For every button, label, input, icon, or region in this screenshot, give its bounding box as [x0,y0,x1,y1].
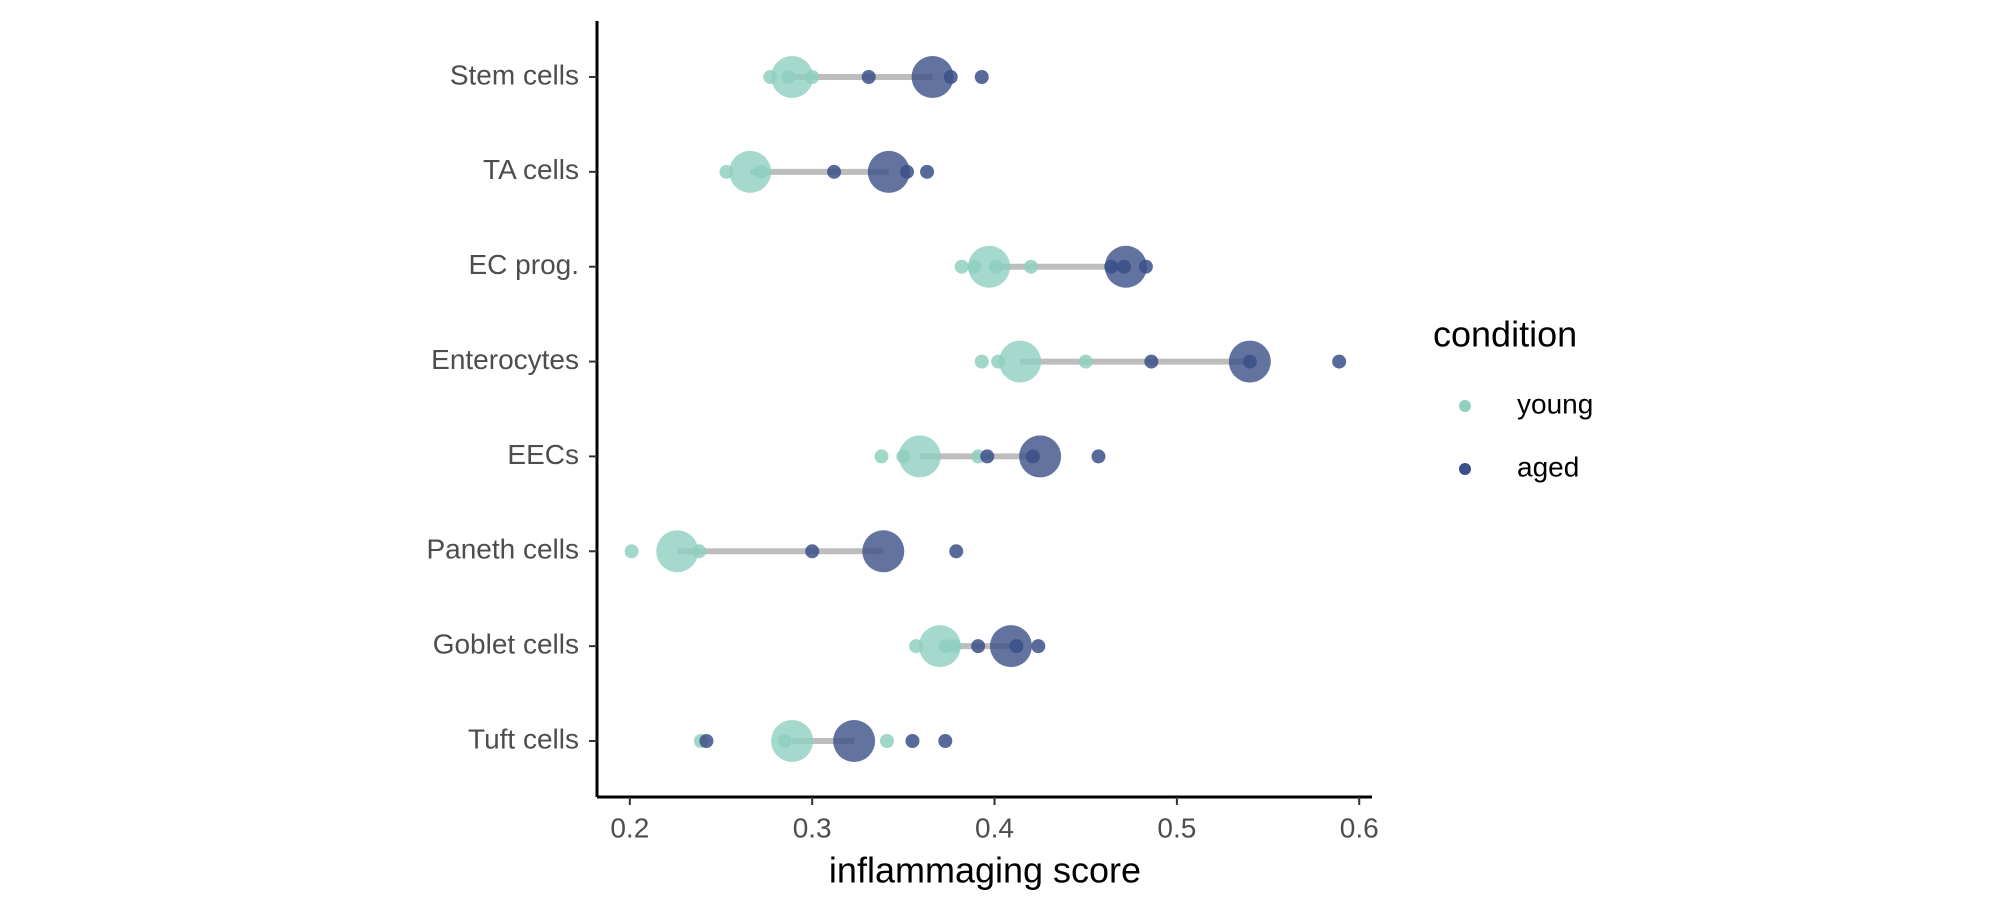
mean-point [833,720,876,762]
y-tick-label: Stem cells [450,59,579,90]
y-tick-label: Tuft cells [468,723,579,754]
y-tick-label: Enterocytes [431,344,579,375]
replicate-point [974,70,989,84]
replicate-point [805,544,820,559]
x-tick-label: 0.6 [1340,812,1379,843]
replicate-point [920,164,935,179]
replicate-point [1091,449,1106,464]
replicate-point [874,449,889,464]
replicate-point [954,259,969,274]
x-tick-label: 0.2 [610,812,649,843]
x-tick-label: 0.3 [793,812,832,843]
replicate-point [624,544,639,559]
legend-marker [1459,400,1471,412]
replicate-point [1078,354,1093,369]
legend-marker [1459,463,1471,475]
mean-point [898,435,941,478]
replicate-point [974,354,989,369]
replicate-point [1332,354,1347,369]
replicate-point [949,544,964,559]
replicate-point [1031,639,1046,654]
mean-point [918,625,961,668]
mean-point [911,56,954,98]
replicate-point [699,734,714,748]
mean-point [771,720,814,762]
y-tick-label: Goblet cells [433,629,579,660]
mean-point [1019,435,1062,478]
legend-label: aged [1517,451,1579,482]
x-axis-title: inflammaging score [829,850,1141,891]
x-tick-label: 0.5 [1157,812,1196,843]
legend-title: condition [1433,314,1577,355]
y-tick-label: EECs [507,439,579,470]
legend-label: young [1517,388,1593,419]
mean-point [862,530,905,573]
y-tick-label: TA cells [483,154,579,185]
replicate-point [938,734,953,748]
replicate-point [971,639,986,654]
mean-point [999,340,1042,383]
replicate-point [861,70,876,84]
mean-point [656,530,699,573]
x-tick-label: 0.4 [975,812,1014,843]
replicate-point [1144,354,1159,369]
replicate-point [879,734,894,748]
replicate-point [827,164,842,179]
mean-point [989,625,1032,668]
y-tick-label: Paneth cells [426,534,579,565]
y-tick-label: EC prog. [469,249,580,280]
replicate-point [1024,259,1038,274]
mean-point [968,245,1011,288]
replicate-point [905,734,920,748]
mean-point [1104,245,1147,288]
replicate-point [980,449,995,464]
mean-point [729,150,772,193]
mean-point [771,56,814,98]
mean-point [1228,340,1271,383]
mean-point [867,150,910,193]
